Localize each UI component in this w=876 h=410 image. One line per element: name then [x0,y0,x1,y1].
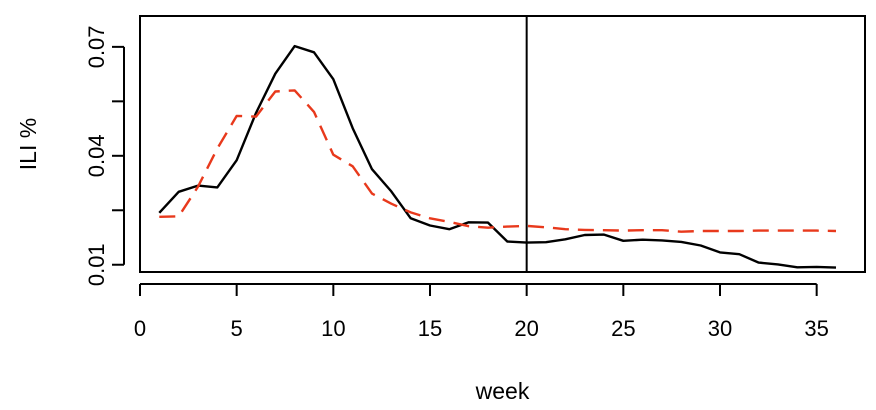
y-tick-label: 0.01 [84,243,109,286]
x-tick-label: 0 [134,316,146,341]
y-axis-title: ILI % [15,118,41,170]
y-tick-label: 0.07 [84,25,109,68]
y-tick-label: 0.04 [84,134,109,177]
y-axis: 0.01 0.04 0.07 [84,25,125,286]
x-tick-label: 25 [611,316,635,341]
x-tick-label: 20 [514,316,538,341]
x-axis-title: week [475,378,530,404]
series-layer [158,44,837,269]
x-tick-label: 15 [418,316,442,341]
x-tick-label: 30 [708,316,732,341]
x-tick-label: 5 [231,316,243,341]
series-line-1 [158,44,837,269]
series-line-2 [159,89,837,233]
x-axis: 0 5 10 15 20 25 30 35 [134,283,829,341]
x-tick-label: 35 [804,316,828,341]
x-tick-label: 10 [321,316,345,341]
plot-border [139,15,866,273]
